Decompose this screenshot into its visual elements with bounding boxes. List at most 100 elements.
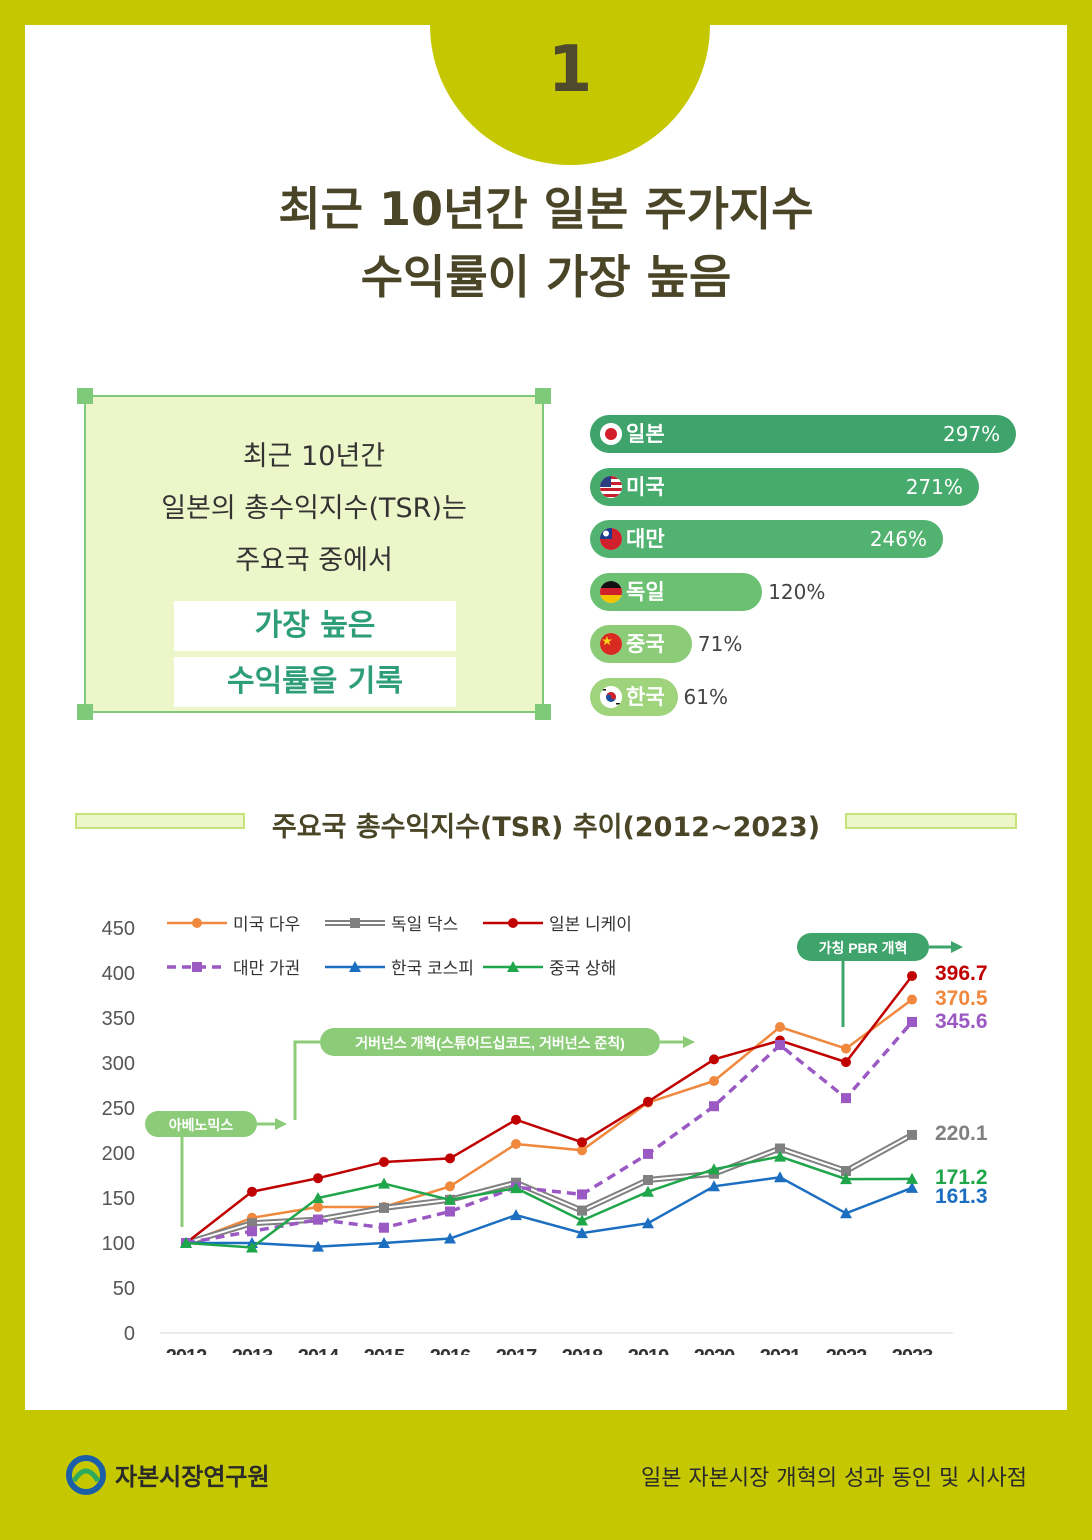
chart-section-title: 주요국 총수익지수(TSR) 추이(2012~2023)	[271, 812, 821, 843]
annotation-arrow-head	[683, 1036, 695, 1048]
data-point	[378, 1237, 390, 1248]
footer-subtitle: 일본 자본시장 개혁의 성과 동인 및 시사점	[640, 1466, 1027, 1491]
data-point	[906, 1181, 918, 1193]
ranking-value: 71%	[697, 632, 743, 656]
annotation-pill	[145, 1111, 257, 1137]
data-point	[445, 1206, 455, 1217]
end-value-label: 370.5	[935, 987, 988, 1010]
ranking-bar: 중국 71%	[590, 625, 742, 663]
data-point	[775, 1040, 785, 1050]
end-value-label: 396.7	[935, 962, 988, 985]
x-tick-label: 2019	[628, 1346, 669, 1355]
ranking-value: 297%	[943, 422, 1001, 446]
data-point	[906, 1172, 918, 1184]
annotation-arrow-head	[275, 1118, 287, 1130]
number-badge: 1	[430, 0, 710, 165]
taiwan-flag-icon	[600, 528, 622, 550]
ranking-country: 한국	[626, 684, 665, 709]
data-point	[840, 1173, 852, 1185]
end-value-label: 171.2	[935, 1166, 988, 1189]
data-point	[510, 1209, 522, 1221]
data-point	[378, 1177, 390, 1189]
data-point	[313, 1214, 323, 1225]
data-point	[577, 1205, 587, 1216]
series-line	[185, 998, 913, 1245]
box-corner	[535, 704, 551, 720]
end-value-label: 161.3	[935, 1185, 988, 1208]
data-point	[643, 1148, 653, 1159]
end-value-label: 220.1	[935, 1122, 988, 1145]
series-line	[185, 975, 913, 1244]
section-rule-right	[845, 813, 1017, 829]
x-tick-label: 2017	[496, 1346, 537, 1355]
title-line-2: 수익률이 가장 높음	[360, 250, 732, 304]
ranking-value: 61%	[683, 684, 728, 709]
ranking-value: 246%	[869, 527, 927, 551]
annotation-label: 가칭 PBR 개혁	[819, 940, 908, 956]
annotation-pill	[797, 933, 929, 961]
data-point	[444, 1232, 456, 1244]
ranking-value: 120%	[768, 579, 826, 604]
data-point	[774, 1150, 786, 1162]
summary-line-1: 최근 10년간	[242, 441, 386, 472]
x-tick-label: 2022	[826, 1346, 867, 1355]
data-point	[907, 1016, 917, 1027]
footer-org-name: 자본시장연구원	[115, 1463, 270, 1491]
series-line	[185, 1020, 914, 1245]
legend-marker	[192, 962, 202, 972]
data-point	[379, 1157, 389, 1167]
annotation-pill	[320, 1028, 660, 1056]
data-point	[577, 1137, 587, 1148]
summary-line-3: 주요국 중에서	[235, 545, 393, 576]
legend-marker	[349, 961, 361, 972]
data-point	[840, 1207, 852, 1219]
ranking-bar: 미국 271%	[590, 467, 979, 506]
title-line-1: 최근 10년간 일본 주가지수	[278, 182, 814, 236]
ranking-bar: 일본 297%	[590, 415, 1017, 453]
data-point	[907, 994, 917, 1005]
data-point	[577, 1145, 587, 1156]
annotation-label: 거버넌스 개혁(스튜어드십코드, 거버넌스 준칙)	[355, 1035, 625, 1051]
y-tick-label: 0	[124, 1323, 135, 1345]
data-point	[841, 1043, 851, 1054]
y-tick-label: 400	[102, 963, 135, 985]
series-line	[186, 1176, 913, 1248]
data-point	[313, 1173, 323, 1184]
ranking-bar: 대만 246%	[590, 520, 943, 558]
ranking-country: 독일	[626, 579, 665, 604]
page-title: 최근 10년간 일본 주가지수 수익률이 가장 높음	[25, 175, 1067, 311]
data-point	[576, 1227, 588, 1239]
legend-marker	[192, 918, 202, 928]
data-point	[775, 1022, 785, 1032]
data-point	[709, 1054, 719, 1065]
data-point	[180, 1237, 192, 1248]
data-point	[642, 1185, 654, 1197]
y-tick-label: 450	[102, 918, 135, 940]
x-tick-label: 2021	[760, 1346, 801, 1355]
ranking-value: 271%	[905, 474, 963, 499]
data-point	[246, 1241, 258, 1253]
japan-flag-icon	[600, 423, 622, 445]
x-tick-label: 2012	[166, 1346, 207, 1355]
section-rule-left	[75, 813, 245, 829]
data-point	[445, 1181, 455, 1192]
y-tick-label: 250	[102, 1098, 135, 1120]
y-tick-label: 200	[102, 1143, 135, 1165]
data-point	[774, 1171, 786, 1183]
box-corner	[77, 704, 93, 720]
ranking-country: 대만	[626, 527, 665, 551]
badge-number: 1	[547, 33, 593, 107]
data-point	[643, 1175, 653, 1185]
summary-line-2: 일본의 총수익지수(TSR)는	[161, 493, 467, 524]
data-point	[312, 1192, 324, 1203]
legend-marker	[507, 961, 519, 972]
data-point	[379, 1202, 389, 1213]
data-point	[247, 1186, 257, 1197]
summary-text: 최근 10년간 일본의 총수익지수(TSR)는 주요국 중에서	[86, 431, 542, 587]
data-point	[642, 1217, 654, 1229]
legend-label: 대만 가권	[233, 959, 300, 978]
data-point	[312, 1240, 324, 1252]
y-tick-label: 50	[113, 1278, 135, 1300]
usa-flag-icon	[600, 475, 622, 498]
data-point	[841, 1093, 851, 1104]
